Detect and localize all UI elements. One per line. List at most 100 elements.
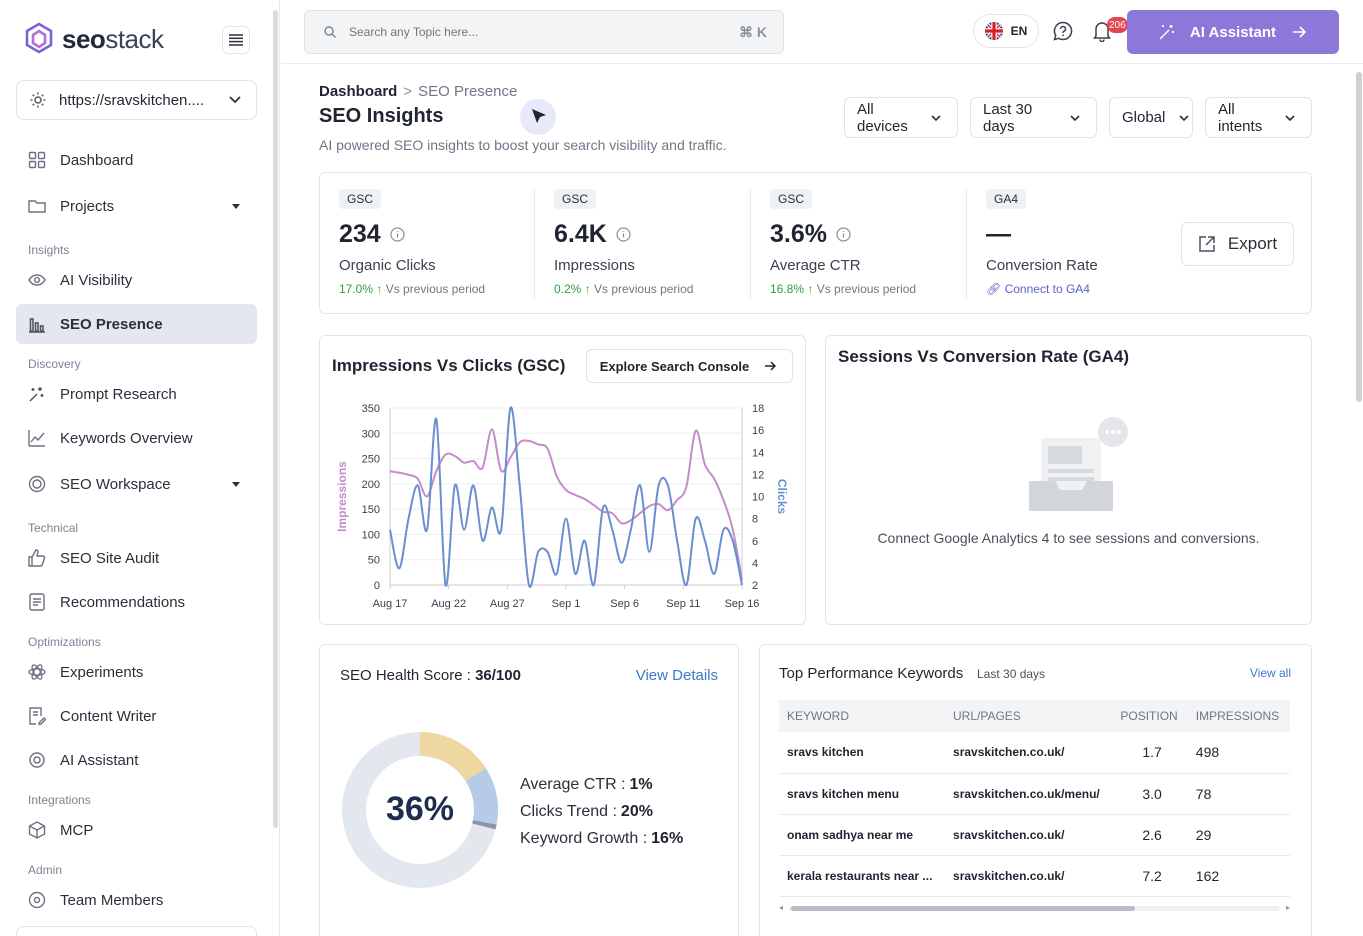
sidebar-item-label: MCP — [60, 821, 94, 839]
sidebar-item-keywords-overview[interactable]: Keywords Overview — [16, 418, 257, 458]
site-selector-value: https://sravskitchen.... — [59, 91, 205, 109]
y2-tick-label: 18 — [752, 403, 764, 415]
sidebar-item-seo-presence[interactable]: SEO Presence — [16, 304, 257, 344]
info-icon[interactable] — [835, 226, 853, 244]
column-header-keyword[interactable]: KEYWORD — [779, 700, 946, 732]
scroll-thumb[interactable] — [791, 906, 1135, 911]
arrow-up-icon: ↑ — [584, 282, 591, 296]
view-all-link[interactable]: View all — [1249, 666, 1291, 680]
search-input[interactable] — [349, 25, 729, 39]
sidebar-item-label: AI Visibility — [60, 271, 133, 289]
sidebar-item-prompt-research[interactable]: Prompt Research — [16, 374, 257, 414]
sidebar-item-dashboard[interactable]: Dashboard — [16, 140, 257, 180]
cell-url[interactable]: sravskitchen.co.uk/ — [945, 855, 1113, 897]
team-icon — [28, 891, 46, 909]
sidebar-item-content-writer[interactable]: Content Writer — [16, 696, 257, 736]
seo-health-card: SEO Health Score : 36/100 View Details 3… — [319, 644, 739, 936]
intent-filter[interactable]: All intents — [1205, 97, 1312, 138]
sidebar-item-mcp[interactable]: MCP — [16, 810, 257, 850]
kpi-change-value: 17.0% — [339, 282, 374, 296]
site-selector[interactable]: https://sravskitchen.... — [16, 80, 257, 120]
metric-label: Keyword Growth : — [520, 830, 648, 847]
sidebar-item-label: AI Assistant — [60, 751, 139, 769]
cell-position: 7.2 — [1112, 855, 1188, 897]
kpi-value-text: 6.4K — [554, 220, 607, 248]
search-shortcut: ⌘ K — [739, 23, 767, 40]
column-header-url[interactable]: URL/PAGES — [945, 700, 1113, 732]
kpi-label: Organic Clicks — [339, 257, 436, 274]
sidebar-footer-card[interactable] — [16, 926, 257, 936]
table-horizontal-scrollbar[interactable]: ◂ ▸ — [779, 903, 1290, 913]
nav-section-insights: Insights — [28, 243, 70, 257]
table-row[interactable]: sravs kitchen sravskitchen.co.uk/1.7 498 — [779, 732, 1290, 774]
cursor-arrow-icon — [532, 109, 546, 123]
period-filter[interactable]: Last 30 days — [970, 97, 1097, 138]
y2-tick-label: 4 — [752, 558, 758, 570]
kpi-change-value: 0.2% — [554, 282, 582, 296]
metric-label: Average CTR : — [520, 776, 626, 793]
logo-icon — [24, 22, 54, 56]
sidebar-item-recommendations[interactable]: Recommendations — [16, 582, 257, 622]
region-filter[interactable]: Global — [1109, 97, 1193, 138]
scroll-left-icon[interactable]: ◂ — [779, 903, 784, 912]
cell-url[interactable]: sravskitchen.co.uk/ — [945, 814, 1113, 856]
explore-button-label: Explore Search Console — [599, 358, 750, 374]
kpi-change-suffix: Vs previous period — [594, 282, 694, 296]
table-row[interactable]: onam sadhya near me sravskitchen.co.uk/2.… — [779, 814, 1290, 856]
connect-ga4-link[interactable]: 🔗︎ Connect to GA4 — [986, 282, 1090, 296]
logo[interactable]: seostack — [24, 22, 164, 56]
chart-title: Impressions Vs Clicks (GSC) — [332, 356, 566, 375]
ai-assistant-button[interactable]: AI Assistant — [1127, 10, 1339, 54]
kpi-change: 0.2% ↑ Vs previous period — [554, 282, 693, 296]
info-icon[interactable] — [615, 226, 633, 244]
notifications-button[interactable] — [1092, 20, 1112, 47]
column-header-position[interactable]: POSITION — [1112, 700, 1188, 732]
sidebar-item-label: Dashboard — [60, 151, 134, 169]
main-scrollbar[interactable] — [1356, 72, 1362, 402]
sidebar-item-ai-visibility[interactable]: AI Visibility — [16, 260, 257, 300]
explore-search-console-button[interactable]: Explore Search Console — [586, 349, 793, 383]
chevron-down-icon — [1175, 109, 1193, 127]
sidebar-item-site-audit[interactable]: SEO Site Audit — [16, 538, 257, 578]
sidebar-item-ai-assistant[interactable]: AI Assistant — [16, 740, 257, 780]
info-icon[interactable] — [389, 226, 407, 244]
trend-icon — [28, 429, 46, 447]
sidebar-toggle-button[interactable] — [222, 26, 250, 54]
sidebar-item-seo-workspace[interactable]: SEO Workspace — [16, 464, 257, 504]
cell-keyword: kerala restaurants near ... — [779, 855, 946, 897]
scroll-right-icon[interactable]: ▸ — [1285, 903, 1290, 912]
sidebar-item-label: SEO Workspace — [60, 475, 171, 493]
y-tick-label: 250 — [362, 454, 380, 466]
intent-filter-value: All intents — [1218, 100, 1263, 135]
device-filter[interactable]: All devices — [844, 97, 958, 138]
table-row[interactable]: sravs kitchen menu sravskitchen.co.uk/men… — [779, 773, 1290, 815]
sidebar-item-team-members[interactable]: Team Members — [16, 880, 257, 920]
logo-text: seostack — [62, 23, 164, 54]
sidebar-item-projects[interactable]: Projects — [16, 186, 257, 226]
cell-keyword: onam sadhya near me — [779, 814, 946, 856]
x-tick-label: Aug 17 — [373, 598, 408, 610]
column-header-impressions[interactable]: IMPRESSIONS — [1187, 700, 1290, 732]
kpi-impressions: GSC 6.4K Impressions 0.2% ↑ Vs previous … — [535, 173, 750, 313]
sidebar-item-label: SEO Presence — [60, 315, 163, 333]
sidebar-scrollbar[interactable] — [273, 10, 278, 828]
cell-url[interactable]: sravskitchen.co.uk/ — [945, 732, 1113, 774]
kpi-change: 17.0% ↑ Vs previous period — [339, 282, 485, 296]
atom-icon — [28, 663, 46, 681]
export-button[interactable]: Export — [1181, 222, 1294, 266]
breadcrumb-root[interactable]: Dashboard — [319, 83, 398, 100]
view-details-link[interactable]: View Details — [635, 667, 718, 684]
thumbs-up-icon — [28, 549, 46, 567]
language-label: EN — [1010, 24, 1028, 38]
kpi-change-value: 16.8% — [770, 282, 805, 296]
ga-empty-message: Connect Google Analytics 4 to see sessio… — [877, 530, 1260, 546]
sidebar-item-experiments[interactable]: Experiments — [16, 652, 257, 692]
cell-url[interactable]: sravskitchen.co.uk/menu/ — [945, 773, 1113, 815]
kpi-card: GSC 234 Organic Clicks 17.0% ↑ Vs previo… — [319, 172, 1312, 314]
language-selector[interactable]: EN — [973, 14, 1039, 48]
table-row[interactable]: kerala restaurants near ... sravskitchen.… — [779, 855, 1290, 897]
donut-segment — [342, 732, 498, 888]
x-tick-label: Sep 16 — [725, 598, 760, 610]
search-box[interactable]: ⌘ K — [304, 10, 784, 54]
help-button[interactable] — [1053, 21, 1073, 46]
